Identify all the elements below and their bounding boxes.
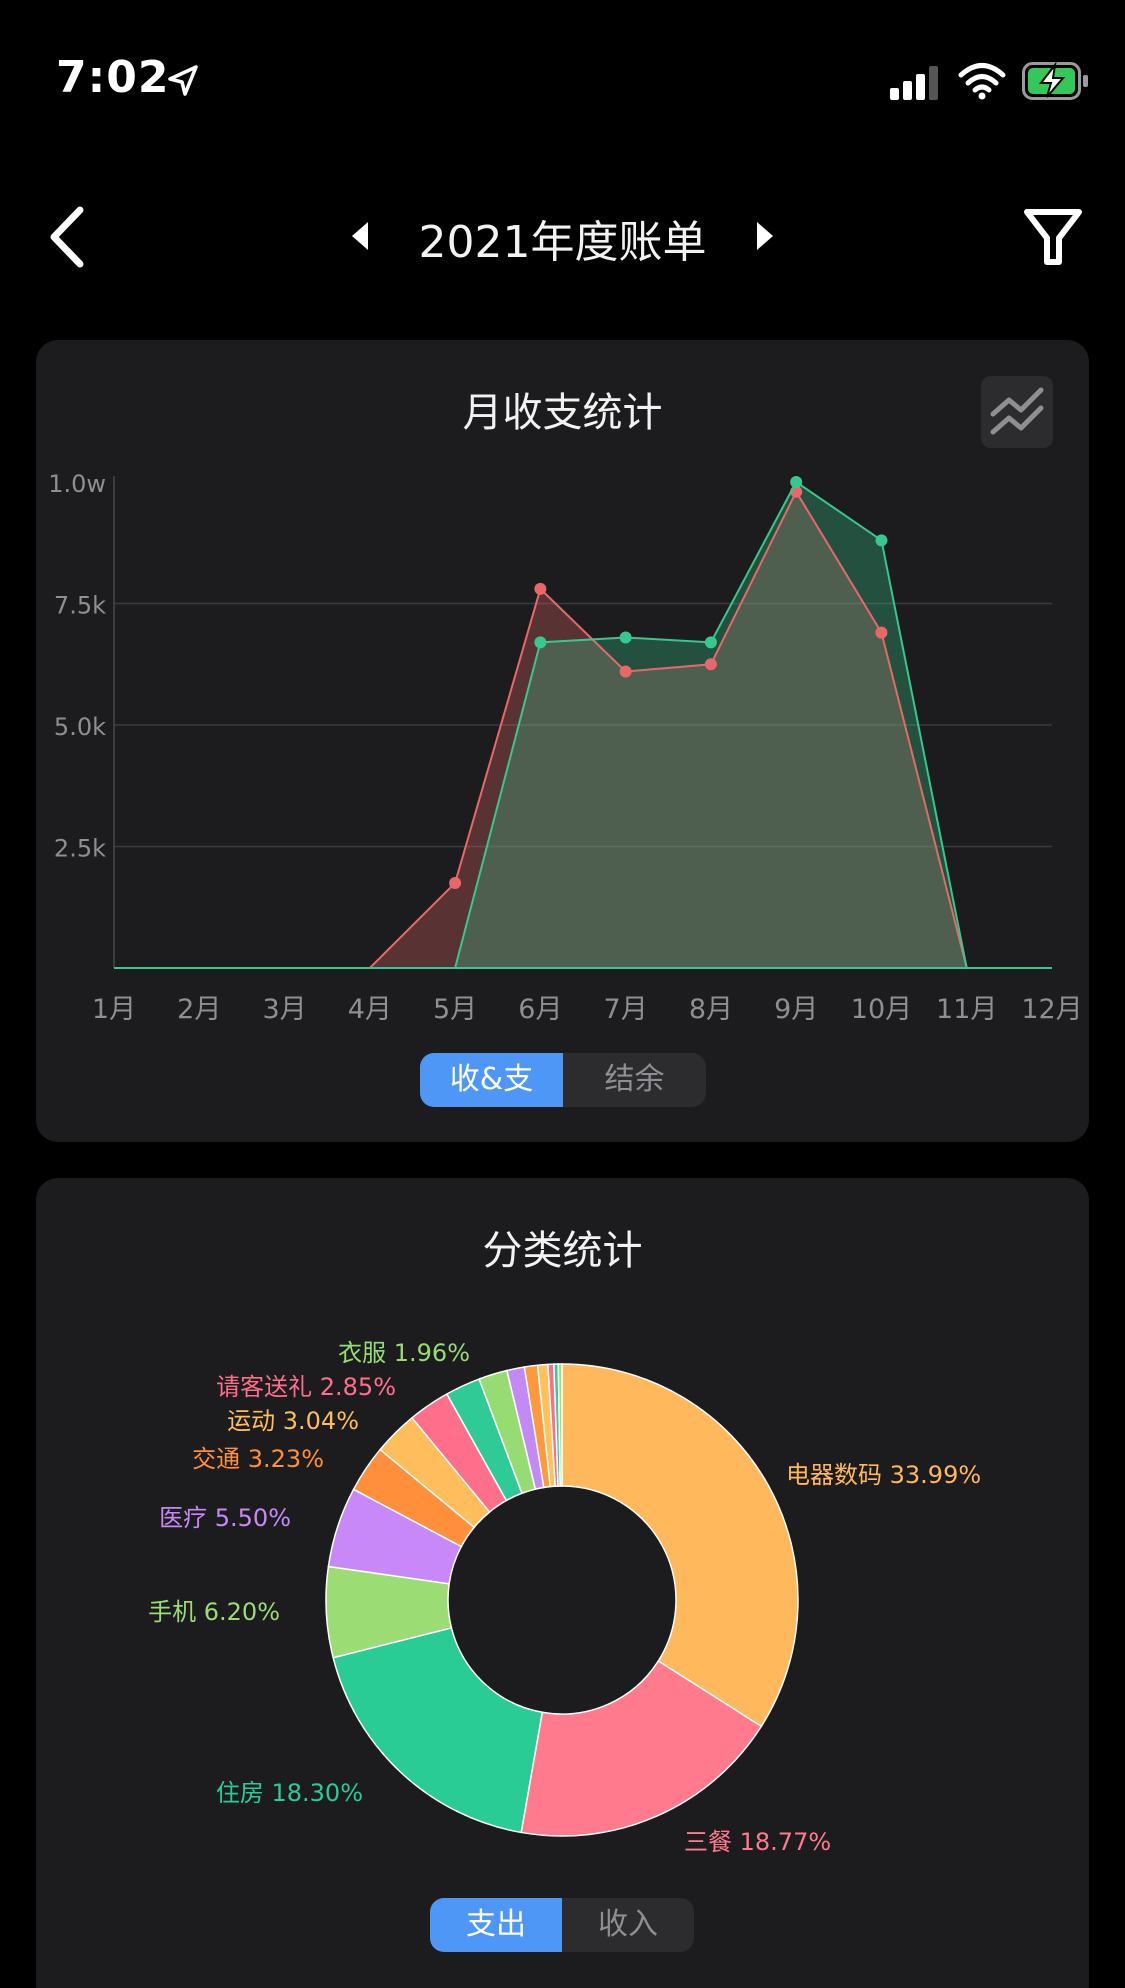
battery-charging-icon [1022,62,1088,100]
x-tick-label: 11月 [936,994,997,1025]
chart-type-toggle[interactable] [981,376,1053,448]
series-area-1 [114,482,1052,968]
pie-slice-label: 住房 18.30% [216,1779,363,1807]
data-point[interactable] [875,534,888,547]
y-tick-label: 5.0k [54,713,106,741]
filter-icon[interactable] [1021,202,1085,272]
back-chevron-icon[interactable] [40,202,100,272]
monthly-mode-segment: 收&支 结余 [420,1053,706,1107]
pie-slice-label: 运动 3.04% [227,1407,359,1435]
pie-slice[interactable] [332,1626,544,1834]
nav-bar: 2021年度账单 [0,190,1125,280]
data-point[interactable] [704,636,717,649]
pie-slice-label: 三餐 18.77% [684,1828,831,1856]
tab-balance[interactable]: 结余 [604,1062,665,1097]
x-tick-label: 9月 [774,994,818,1025]
category-card-title: 分类统计 [482,1228,643,1274]
data-point[interactable] [534,636,547,649]
data-point[interactable] [790,476,803,488]
x-tick-label: 10月 [851,994,912,1025]
tab-income[interactable]: 收入 [598,1907,658,1942]
status-bar: 7:02 [0,0,1125,160]
x-tick-label: 4月 [348,994,392,1025]
series-area-0 [114,491,1052,968]
data-point[interactable] [449,876,462,889]
page-title: 2021年度账单 [418,217,707,268]
x-tick-label: 1月 [92,994,136,1025]
category-type-segment: 支出 收入 [430,1898,694,1952]
category-stats-card: 分类统计 电器数码 33.99% 三餐 18.77% 住房 18.30% 手机 6.2… [36,1178,1089,1988]
y-tick-label: 7.5k [54,592,106,620]
pie-slice-label: 交通 3.23% [192,1445,324,1473]
x-tick-label: 7月 [604,994,648,1025]
y-tick-label: 2.5k [54,835,106,863]
wifi-icon [958,63,1006,100]
pie-slice[interactable] [561,1363,799,1728]
x-tick-label: 3月 [262,994,306,1025]
data-point[interactable] [619,631,632,644]
status-time: 7:02 [56,52,170,103]
line-chart-icon [990,387,1044,435]
pie-slice[interactable] [520,1660,763,1837]
category-donut-chart[interactable]: 电器数码 33.99% 三餐 18.77% 住房 18.30% 手机 6.20% 医疗 … [36,1178,1089,1878]
data-point[interactable] [619,665,632,678]
pie-slice-label: 请客送礼 2.85% [216,1373,396,1401]
data-point[interactable] [534,582,547,595]
signal-icon [890,66,938,100]
y-tick-label: 1.0w [48,470,106,498]
pie-slice-label: 手机 6.20% [148,1598,280,1626]
x-tick-label: 8月 [689,994,733,1025]
year-selector: 2021年度账单 [340,190,785,280]
x-tick-label: 5月 [433,994,477,1025]
next-year-icon[interactable] [745,216,785,256]
monthly-card-title: 月收支统计 [462,390,663,436]
x-tick-label: 2月 [177,994,221,1025]
pie-slice-label: 电器数码 33.99% [786,1461,981,1489]
monthly-area-chart[interactable]: 2.5k 5.0k 7.5k 1.0w 1月 2月 3月 4月 5月 6月 7月 8月 9月 10月 11月… [36,340,1089,1040]
pie-slice-label: 医疗 5.50% [159,1504,291,1532]
prev-year-icon[interactable] [340,216,380,256]
monthly-stats-card: 月收支统计 2.5k 5.0k 7.5k 1.0w 1月 2月 3月 4月 5月 6月 7月 8月 9月… [36,340,1089,1142]
data-point[interactable] [875,626,888,639]
tab-expense[interactable]: 支出 [430,1898,562,1952]
pie-slice-label: 衣服 1.96% [338,1339,470,1367]
location-arrow-icon [168,65,198,96]
x-tick-label: 6月 [518,994,562,1025]
pie-slice[interactable] [557,1363,563,1487]
data-point[interactable] [704,658,717,671]
tab-income-expense[interactable]: 收&支 [420,1053,563,1107]
x-tick-label: 12月 [1021,994,1082,1025]
